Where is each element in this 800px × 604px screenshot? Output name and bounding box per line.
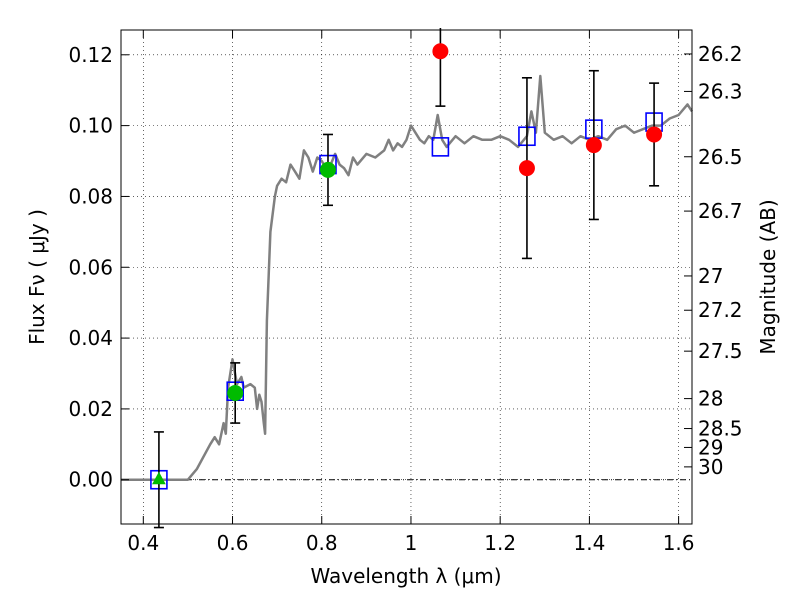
mag-tick-label: 27.2 <box>698 298 743 322</box>
y2-axis-title: Magnitude (AB) <box>756 199 780 354</box>
red-data-point <box>432 43 449 60</box>
x-axis-title: Wavelength λ (μm) <box>310 564 501 588</box>
x-tick-label: 0.8 <box>306 531 338 555</box>
x-tick-label: 0.6 <box>217 531 249 555</box>
green-data-point <box>227 384 244 401</box>
tick-layer: 0.4 0.6 0.8 1 1.2 1.4 1.6 0.00 0.02 0.04 0.06 0.08 0… <box>68 30 743 555</box>
y-tick-label: 0.00 <box>68 468 113 492</box>
red-data-point <box>518 160 535 177</box>
mag-tick-label: 29 <box>698 435 723 459</box>
green-data-point <box>319 161 336 178</box>
mag-tick-label: 26.5 <box>698 145 743 169</box>
y-tick-label: 0.08 <box>68 184 113 208</box>
model-photometry-square <box>431 137 450 157</box>
model-spectrum-line <box>121 74 694 481</box>
mag-tick-label: 28.5 <box>698 417 743 441</box>
y-tick-label: 0.10 <box>68 114 113 138</box>
grid-layer <box>121 30 692 524</box>
red-data-point <box>646 126 663 143</box>
x-tick-label: 1.6 <box>663 531 695 555</box>
mag-tick-label: 30 <box>698 455 723 479</box>
curve-layer <box>121 74 694 481</box>
red-data-point <box>585 137 602 154</box>
mag-tick-label: 28 <box>698 387 723 411</box>
mag-tick-label: 26.7 <box>698 199 743 223</box>
mag-tick-label: 26.2 <box>698 42 743 66</box>
x-tick-label: 1 <box>405 531 418 555</box>
y-tick-label: 0.02 <box>68 397 113 421</box>
x-tick-label: 0.4 <box>127 531 159 555</box>
upper-limit-triangle <box>152 471 166 485</box>
plot-frame <box>120 29 693 525</box>
mag-tick-label: 27 <box>698 264 723 288</box>
y-axis-title: Flux Fν ( μJy ) <box>25 209 49 345</box>
x-tick-label: 1.4 <box>573 531 605 555</box>
y-tick-label: 0.04 <box>68 326 113 350</box>
y-tick-label: 0.06 <box>68 255 113 279</box>
mag-tick-label: 26.3 <box>698 79 743 103</box>
marker-layer <box>150 28 663 529</box>
y-tick-label: 0.12 <box>68 43 113 67</box>
mag-tick-label: 27.5 <box>698 339 743 363</box>
x-tick-label: 1.2 <box>484 531 516 555</box>
